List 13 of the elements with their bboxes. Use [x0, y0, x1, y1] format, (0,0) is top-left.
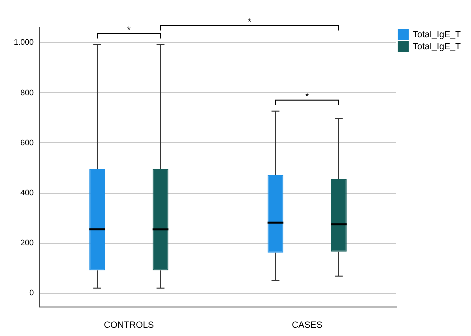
y-tick-label: 0 [30, 288, 35, 298]
annotation: * [127, 24, 132, 35]
y-tick-label: 1.000 [14, 38, 35, 48]
annotation: * [306, 91, 310, 102]
x-tick-label: CONTROLS [104, 320, 154, 330]
y-tick-label: 800 [20, 88, 35, 98]
legend-label: Total_IgE_T [412, 41, 462, 52]
text: * [248, 16, 252, 27]
x-tick-label: CASES [292, 320, 323, 330]
y-tick-label: 200 [20, 238, 35, 248]
y-tick-label: 600 [20, 138, 35, 148]
y-tick-label: 400 [20, 188, 35, 198]
legend-label: Total_IgE_T [412, 29, 462, 40]
